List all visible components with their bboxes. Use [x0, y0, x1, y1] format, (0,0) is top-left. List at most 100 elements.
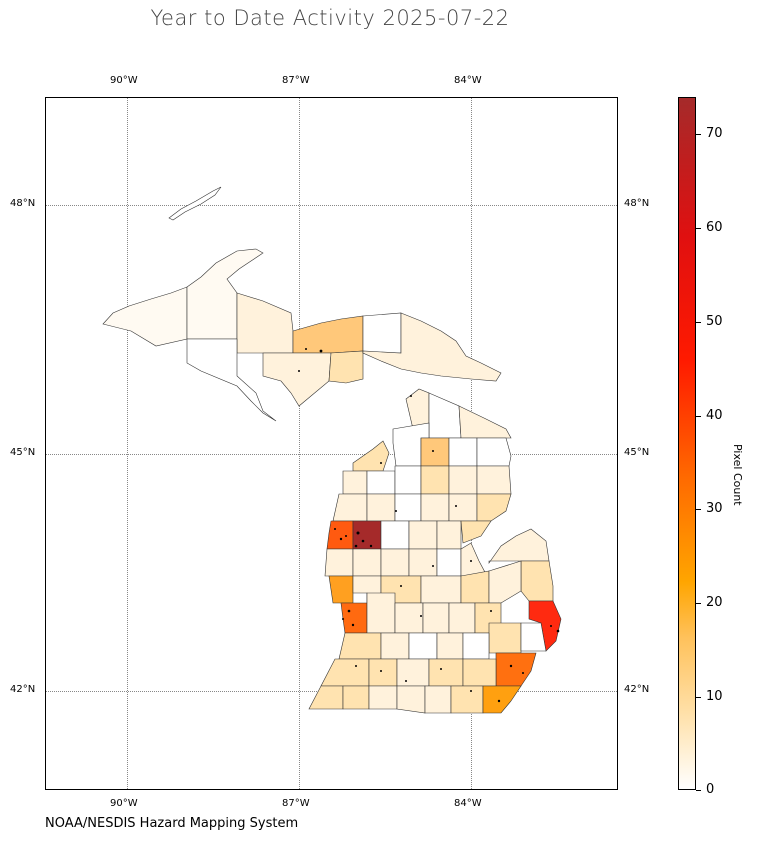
lp-calhoun [396, 658, 430, 687]
colorbar-tick [696, 697, 701, 698]
colorbar-tick-label: 30 [706, 501, 723, 516]
lon-tick-bottom: 87°W [282, 798, 310, 809]
colorbar-tick-label: 10 [706, 689, 723, 704]
colorbar [678, 97, 696, 790]
lp-wexford [366, 493, 396, 522]
up-marquette [292, 315, 364, 354]
lp-shiawassee [448, 602, 476, 634]
lp-ogemaw [448, 493, 478, 522]
lp-otsego [420, 437, 450, 467]
lp-monroe [482, 685, 522, 714]
colorbar-tick [696, 322, 701, 323]
colorbar-tick [696, 228, 701, 229]
lp-gladwin [436, 520, 462, 550]
lp-mecosta [380, 548, 410, 577]
lp-berrien [308, 685, 344, 710]
lp-clinton [422, 602, 450, 634]
lp-allegan [338, 632, 382, 660]
lp-lenawee [450, 685, 484, 714]
lp-wayne [495, 652, 537, 687]
lp-kent [366, 592, 396, 634]
up-delta [262, 352, 332, 407]
lp-oceana [324, 548, 354, 577]
up-schoolcraft [328, 350, 364, 384]
lp-ottawa [340, 602, 368, 634]
isle-royale [168, 186, 222, 221]
colorbar-tick [696, 790, 701, 791]
up-luce [362, 312, 402, 354]
lp-eaton [408, 632, 438, 660]
lp-newaygo [352, 548, 382, 577]
lp-iosco [476, 493, 512, 522]
lp-presque [458, 405, 512, 439]
colorbar-tick [696, 603, 701, 604]
lp-roscommon [420, 493, 450, 522]
lp-oscoda [448, 465, 478, 495]
lp-missaukee [394, 493, 422, 522]
lp-cass [342, 685, 370, 710]
lp-mason [326, 520, 354, 550]
colorbar-tick-label: 70 [706, 126, 723, 141]
lp-leelanau [352, 440, 390, 472]
colorbar-tick [696, 416, 701, 417]
lat-tick-left: 45°N [10, 447, 36, 458]
lat-tick-right: 42°N [624, 684, 650, 695]
lon-tick-top: 84°W [454, 75, 482, 86]
gridline-90w [127, 98, 128, 789]
colorbar-tick-label: 40 [706, 408, 723, 423]
lp-lake [352, 520, 382, 550]
michigan-map [102, 186, 562, 714]
map-title: Year to Date Activity 2025-07-22 [150, 6, 510, 30]
lp-kalamazoo [368, 658, 398, 687]
lat-tick-right: 48°N [624, 198, 650, 209]
lp-grand-traverse [366, 470, 396, 495]
gridline-87w [299, 98, 300, 789]
colorbar-tick-label: 60 [706, 220, 723, 235]
lp-arenac [460, 520, 492, 544]
lon-tick-bottom: 84°W [454, 798, 482, 809]
gridline-48n [46, 205, 617, 206]
fire-detections [298, 348, 560, 703]
lp-cheboygan [428, 392, 462, 439]
lp-macomb [520, 622, 547, 652]
lp-crawford [420, 465, 450, 495]
colorbar-tick [696, 134, 701, 135]
lat-tick-left: 42°N [10, 684, 36, 695]
lp-washtenaw [462, 658, 497, 687]
colorbar-tick-label: 0 [706, 782, 715, 797]
map-panel[interactable] [45, 97, 618, 790]
up-baraga [236, 292, 294, 354]
up-chippewa [362, 312, 502, 382]
lp-oakland [488, 622, 522, 654]
lp-hillsdale [424, 685, 452, 714]
lp-benzie [342, 470, 368, 495]
lat-tick-right: 45°N [624, 447, 650, 458]
lp-huron [488, 528, 550, 564]
lp-sanilac [520, 560, 554, 602]
colorbar-title: Pixel Count [731, 444, 744, 506]
lp-emmet [405, 388, 430, 430]
lp-kalkaska [394, 465, 422, 495]
colorbar-tick-label: 20 [706, 595, 723, 610]
lp-bay [460, 542, 488, 577]
lp-alpena [476, 437, 512, 467]
lp-jackson [428, 658, 464, 687]
lat-tick-left: 48°N [10, 198, 36, 209]
lp-ingham [436, 632, 464, 660]
lp-saginaw [420, 575, 462, 604]
lp-barry [380, 632, 410, 660]
credit-text: NOAA/NESDIS Hazard Mapping System [45, 816, 299, 831]
lp-ionia [394, 602, 424, 634]
lon-tick-top: 90°W [110, 75, 138, 86]
lon-tick-bottom: 90°W [110, 798, 138, 809]
lp-montmorency [448, 437, 478, 467]
up-west [102, 286, 188, 347]
gridline-45n [46, 454, 617, 455]
lp-muskegon [328, 575, 354, 604]
up-menominee [186, 338, 277, 422]
lp-livingston [462, 632, 490, 660]
lp-isabella [408, 548, 438, 577]
lp-tuscola [460, 570, 490, 604]
colorbar-tick-label: 50 [706, 314, 723, 329]
lon-tick-top: 87°W [282, 75, 310, 86]
